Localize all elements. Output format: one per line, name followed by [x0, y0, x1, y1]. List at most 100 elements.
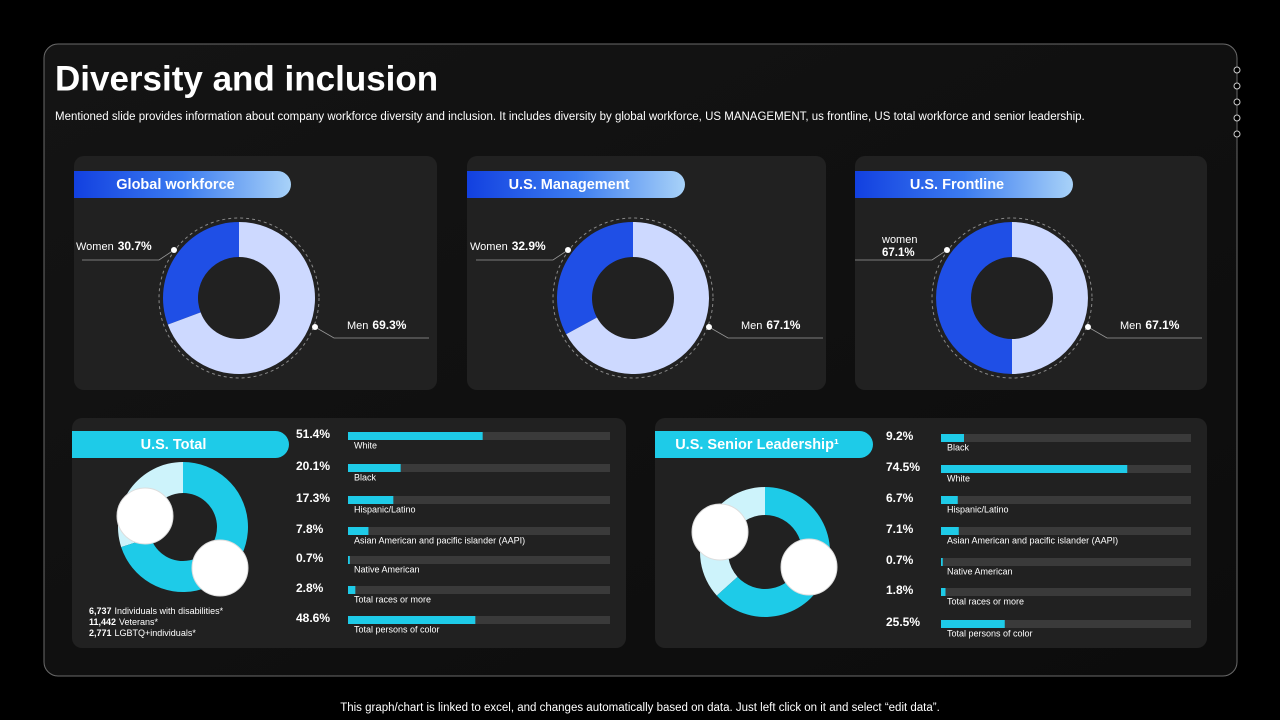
donut-slice [566, 222, 709, 374]
category: Men [1120, 320, 1141, 332]
bubble-value: 36.7% [704, 534, 737, 546]
bar [941, 620, 1005, 628]
category-label: Hispanic/Latino [947, 504, 1009, 514]
category-label: Total races or more [354, 594, 431, 604]
bar-track [941, 588, 1191, 596]
bar-track [941, 496, 1191, 504]
category-label: Total races or more [947, 596, 1024, 606]
bar-track [941, 434, 1191, 442]
panel [467, 156, 826, 390]
header-pill [855, 171, 1073, 198]
stat-value: 11,442 [89, 617, 116, 627]
donut-slice [936, 222, 1012, 374]
legend-label: Men 69.3% [347, 318, 407, 332]
bar-track [941, 620, 1191, 628]
bar [941, 527, 959, 535]
stat: 2,771 LGBTQ+individuals* [89, 628, 196, 638]
value-label: 2.8% [296, 581, 324, 595]
bar [941, 558, 943, 566]
value-label: 9.2% [886, 429, 914, 443]
value-label: 0.7% [886, 553, 914, 567]
dots [1233, 66, 1241, 138]
bar-track [348, 464, 610, 472]
stat-label: LGBTQ+individuals* [115, 628, 197, 638]
value-label: 25.5% [886, 615, 920, 629]
bar [941, 496, 958, 504]
panel-title: U.S. Total [141, 437, 207, 453]
legend-label: Men 67.1% [741, 318, 801, 332]
bar-track [348, 496, 610, 504]
title: Diversity and inclusion [55, 59, 438, 98]
value-label: 17.3% [296, 491, 330, 505]
category-label: Total persons of color [947, 628, 1033, 638]
value-label: 67.1% [766, 318, 800, 332]
bar [348, 556, 350, 564]
category-label: Native American [947, 566, 1013, 576]
bar [348, 464, 401, 472]
leader-line [82, 249, 175, 261]
panel [74, 156, 437, 390]
donut-slice [167, 222, 315, 374]
bar-track [348, 586, 610, 594]
value-label: 6.7% [886, 491, 914, 505]
category-label: Black [354, 472, 377, 482]
bubble-label: Women [126, 503, 164, 515]
bubble [191, 539, 249, 597]
bubble-value: 63.3% [793, 569, 826, 581]
panel [855, 156, 1207, 390]
value-label: 48.6% [296, 611, 330, 625]
category-label: Asian American and pacific islander (AAP… [354, 535, 525, 545]
legend-label: Men 67.1% [1120, 318, 1180, 332]
stat-value: 2,771 [89, 628, 112, 638]
bar [941, 465, 1128, 473]
leader-line [1087, 326, 1202, 339]
value-label: 30.7% [118, 239, 152, 253]
value-label: 32.9% [512, 239, 546, 253]
value-label: 69.3% [372, 318, 406, 332]
category: Men [347, 320, 368, 332]
value-label: 1.8% [886, 583, 914, 597]
header-pill [655, 431, 874, 458]
panel-title: U.S. Frontline [910, 177, 1004, 193]
header-pill [72, 431, 289, 458]
leader-line [476, 249, 569, 261]
bar-track [941, 558, 1191, 566]
bar [348, 616, 476, 624]
bubble-value: 70% [208, 570, 231, 582]
category-label: Hispanic/Latino [354, 504, 416, 514]
legend-value: 67.1% [882, 247, 915, 259]
donut-slice [557, 222, 633, 335]
footer: This graph/chart is linked to excel, and… [340, 702, 940, 714]
bar [348, 527, 369, 535]
panel-title: U.S. Management [509, 177, 630, 193]
bar [348, 496, 394, 504]
leader-dot [706, 324, 712, 330]
bar-track [348, 527, 610, 535]
legend-label: women [881, 234, 917, 246]
stat: 6,737 Individuals with disabilities* [89, 606, 224, 616]
bubble-label: Men [798, 554, 819, 566]
subtitle: Mentioned slide provides information abo… [55, 111, 1085, 123]
stat-label: Individuals with disabilities* [115, 606, 224, 616]
bar [348, 432, 483, 440]
bar [941, 588, 946, 596]
leader-dot [171, 247, 177, 253]
category: Women [76, 241, 114, 253]
stat: 11,442 Veterans* [89, 617, 159, 627]
value-label: 67.1% [1145, 318, 1179, 332]
value-label: 51.4% [296, 427, 330, 441]
bubble [116, 487, 174, 545]
stat-value: 6,737 [89, 606, 112, 616]
dashed-ring [158, 217, 320, 379]
panel-title: U.S. Senior Leadership¹ [675, 437, 839, 453]
leader-line [708, 326, 823, 339]
leader-dot [312, 324, 318, 330]
bar-track [941, 527, 1191, 535]
bubble-label: Women [701, 519, 739, 531]
donut-slice [1012, 222, 1088, 374]
leader-dot [944, 247, 950, 253]
bar-track [348, 616, 610, 624]
dashed-ring [931, 217, 1093, 379]
category: Women [470, 241, 508, 253]
